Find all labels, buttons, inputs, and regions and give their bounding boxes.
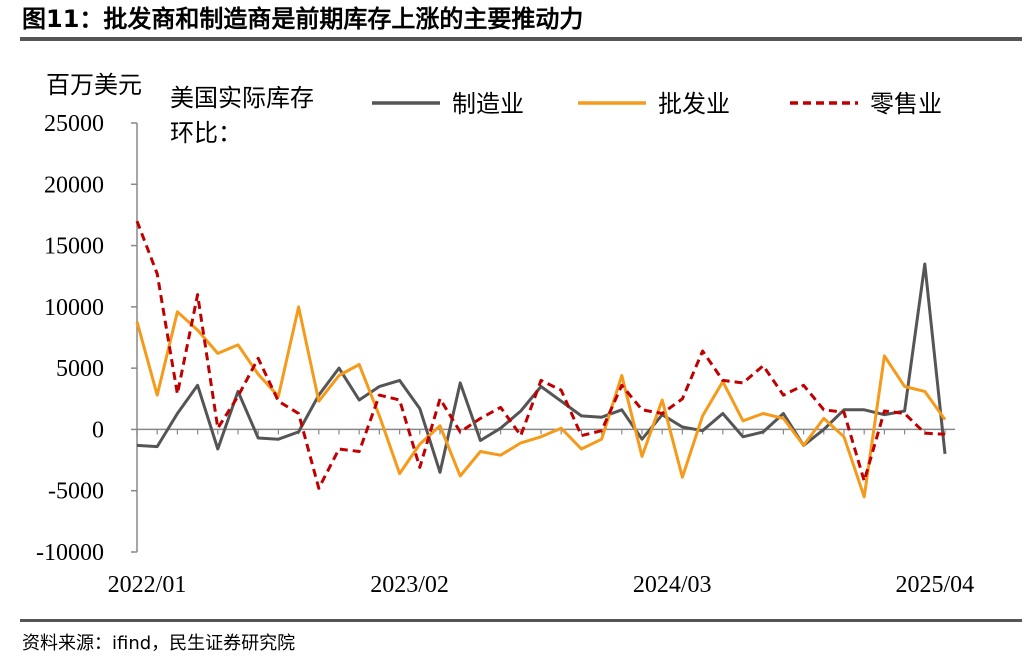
chart-title-line1: 美国实际库存 <box>170 84 314 112</box>
x-tick-label: 2024/03 <box>633 572 712 598</box>
legend-label: 零售业 <box>870 90 942 118</box>
x-tick-label: 2025/04 <box>895 572 974 598</box>
y-tick-label: -10000 <box>36 540 104 566</box>
y-tick-label: 15000 <box>44 234 104 260</box>
series-line-2 <box>135 305 947 499</box>
source-note: 资料来源：ifind，民生证券研究院 <box>22 633 296 654</box>
figure-title: 图11：批发商和制造商是前期库存上涨的主要推动力 <box>22 5 584 33</box>
legend-label: 制造业 <box>452 90 524 118</box>
y-tick-label: 10000 <box>44 295 104 321</box>
y-tick-label: -5000 <box>48 479 104 505</box>
x-tick-label: 2022/01 <box>108 572 187 598</box>
legend: 制造业 批发业 零售业 <box>372 90 942 118</box>
y-tick-label: 25000 <box>44 111 104 137</box>
chart-title-line2: 环比： <box>170 119 242 147</box>
y-tick-label: 5000 <box>56 356 104 382</box>
series-line-3 <box>135 220 946 490</box>
y-unit-label: 百万美元 <box>46 71 142 99</box>
x-tick-label: 2023/02 <box>370 572 449 598</box>
series-line-1 <box>136 262 947 474</box>
y-tick-label: 20000 <box>44 172 104 198</box>
source-rule <box>20 619 1022 622</box>
y-tick-label: 0 <box>92 417 104 443</box>
title-rule <box>20 37 1022 41</box>
legend-label: 批发业 <box>658 90 730 118</box>
